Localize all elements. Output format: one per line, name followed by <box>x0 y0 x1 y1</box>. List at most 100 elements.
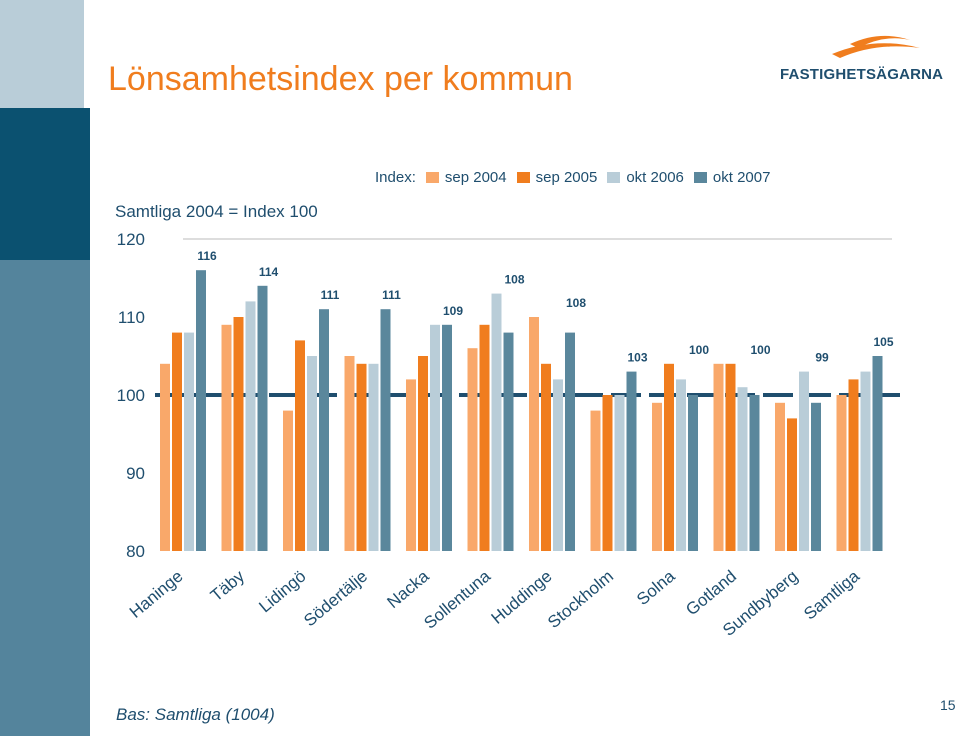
bar-okt-2006 <box>491 293 502 551</box>
footnote: Bas: Samtliga (1004) <box>116 705 275 724</box>
bar-okt-2007 <box>626 371 637 551</box>
x-tick-label: Lidingö <box>255 567 309 617</box>
bar-okt-2006 <box>614 395 625 551</box>
brand-logo: FASTIGHETSÄGARNA <box>780 30 944 90</box>
bar-sep-2004 <box>590 410 601 551</box>
bar-sep-2004 <box>467 348 478 551</box>
legend-item-sep-2005: sep 2005 <box>516 169 598 186</box>
bar-okt-2007 <box>749 395 760 551</box>
legend-item-label: okt 2007 <box>712 169 771 186</box>
data-label: 116 <box>197 249 217 263</box>
sidebar-decoration <box>0 0 90 736</box>
bar-sep-2005 <box>233 317 244 551</box>
bar-sep-2005 <box>725 363 736 551</box>
x-tick-label: Solna <box>633 566 679 609</box>
legend-swatch <box>607 172 621 183</box>
bar-sep-2005 <box>602 395 613 551</box>
logo-swoosh-icon <box>832 35 920 58</box>
bar-okt-2006 <box>799 371 809 551</box>
legend-swatch <box>693 172 707 183</box>
bar-okt-2007 <box>688 395 698 551</box>
bar-sep-2005 <box>295 340 305 551</box>
bar-sep-2004 <box>529 317 539 551</box>
page-number: 15 <box>940 697 956 713</box>
bar-okt-2006 <box>676 379 686 551</box>
bar-okt-2007 <box>257 285 268 551</box>
data-label: 109 <box>443 304 463 318</box>
bar-sep-2004 <box>775 402 785 551</box>
page-title: Lönsamhetsindex per kommun <box>108 60 573 98</box>
data-label: 105 <box>873 335 893 349</box>
bar-sep-2004 <box>836 395 847 551</box>
bar-okt-2006 <box>553 379 563 551</box>
bar-okt-2006 <box>430 324 440 551</box>
legend-item-label: sep 2004 <box>444 169 507 186</box>
bar-okt-2007 <box>503 332 514 551</box>
bar-okt-2007 <box>442 324 452 551</box>
data-label: 108 <box>504 273 524 287</box>
legend-swatch <box>425 172 439 183</box>
bar-okt-2007 <box>872 356 883 551</box>
data-label: 111 <box>382 288 401 302</box>
bar-okt-2007 <box>319 309 329 551</box>
bar-sep-2004 <box>713 363 724 551</box>
bar-sep-2004 <box>221 324 232 551</box>
bar-sep-2004 <box>652 402 662 551</box>
bar-okt-2006 <box>737 387 748 551</box>
legend-swatch <box>516 172 530 183</box>
bar-sep-2004 <box>160 363 170 551</box>
bar-okt-2007 <box>811 402 821 551</box>
x-tick-label: Gotland <box>682 567 740 620</box>
bar-sep-2005 <box>848 379 859 551</box>
data-label: 103 <box>627 351 647 365</box>
bar-sep-2005 <box>787 418 797 551</box>
y-tick-label: 110 <box>118 308 145 327</box>
x-tick-label: Södertälje <box>300 567 371 631</box>
bar-okt-2007 <box>565 332 575 551</box>
bar-sep-2005 <box>418 356 428 551</box>
legend-item-okt-2007: okt 2007 <box>693 169 771 186</box>
x-tick-label: Täby <box>207 566 249 605</box>
legend-item-okt-2006: okt 2006 <box>607 169 684 186</box>
bar-sep-2005 <box>664 363 674 551</box>
chart-subtitle: Samtliga 2004 = Index 100 <box>115 202 318 221</box>
bar-okt-2006 <box>368 363 379 551</box>
y-tick-label: 100 <box>117 386 145 405</box>
legend-item-label: okt 2006 <box>626 169 684 186</box>
data-label: 114 <box>259 265 279 279</box>
data-label: 108 <box>566 296 586 310</box>
bar-okt-2006 <box>307 356 317 551</box>
y-tick-label: 120 <box>117 230 145 249</box>
bar-okt-2007 <box>380 309 391 551</box>
y-tick-label: 90 <box>126 464 145 483</box>
sidebar-light-band <box>0 0 84 108</box>
x-tick-label: Nacka <box>383 566 433 612</box>
data-label: 111 <box>321 288 340 302</box>
x-tick-label: Sollentuna <box>420 566 494 633</box>
logo-text: FASTIGHETSÄGARNA <box>780 66 944 83</box>
data-label: 99 <box>815 351 829 365</box>
x-tick-label: Stockholm <box>544 567 617 633</box>
bar-okt-2006 <box>184 332 194 551</box>
x-tick-label: Haninge <box>126 567 187 622</box>
data-label: 100 <box>750 343 770 357</box>
bar-sep-2005 <box>479 324 490 551</box>
bar-sep-2005 <box>356 363 367 551</box>
x-tick-label: Samtliga <box>800 566 863 623</box>
legend-item-sep-2004: sep 2004 <box>425 169 507 186</box>
data-label: 100 <box>689 343 709 357</box>
sidebar-mid-band <box>0 260 90 736</box>
bar-okt-2006 <box>860 371 871 551</box>
bar-sep-2005 <box>172 332 182 551</box>
bar-okt-2006 <box>245 301 256 551</box>
bar-sep-2005 <box>541 363 551 551</box>
y-tick-label: 80 <box>126 542 145 561</box>
chart-legend: Index: sep 2004 sep 2005 okt 2006 okt 20… <box>375 169 770 186</box>
bar-sep-2004 <box>283 410 293 551</box>
bar-sep-2004 <box>344 356 355 551</box>
bar-okt-2007 <box>196 270 206 551</box>
legend-label: Index: <box>375 169 416 186</box>
legend-item-label: sep 2005 <box>535 169 598 186</box>
sidebar-dark-band <box>0 108 90 260</box>
